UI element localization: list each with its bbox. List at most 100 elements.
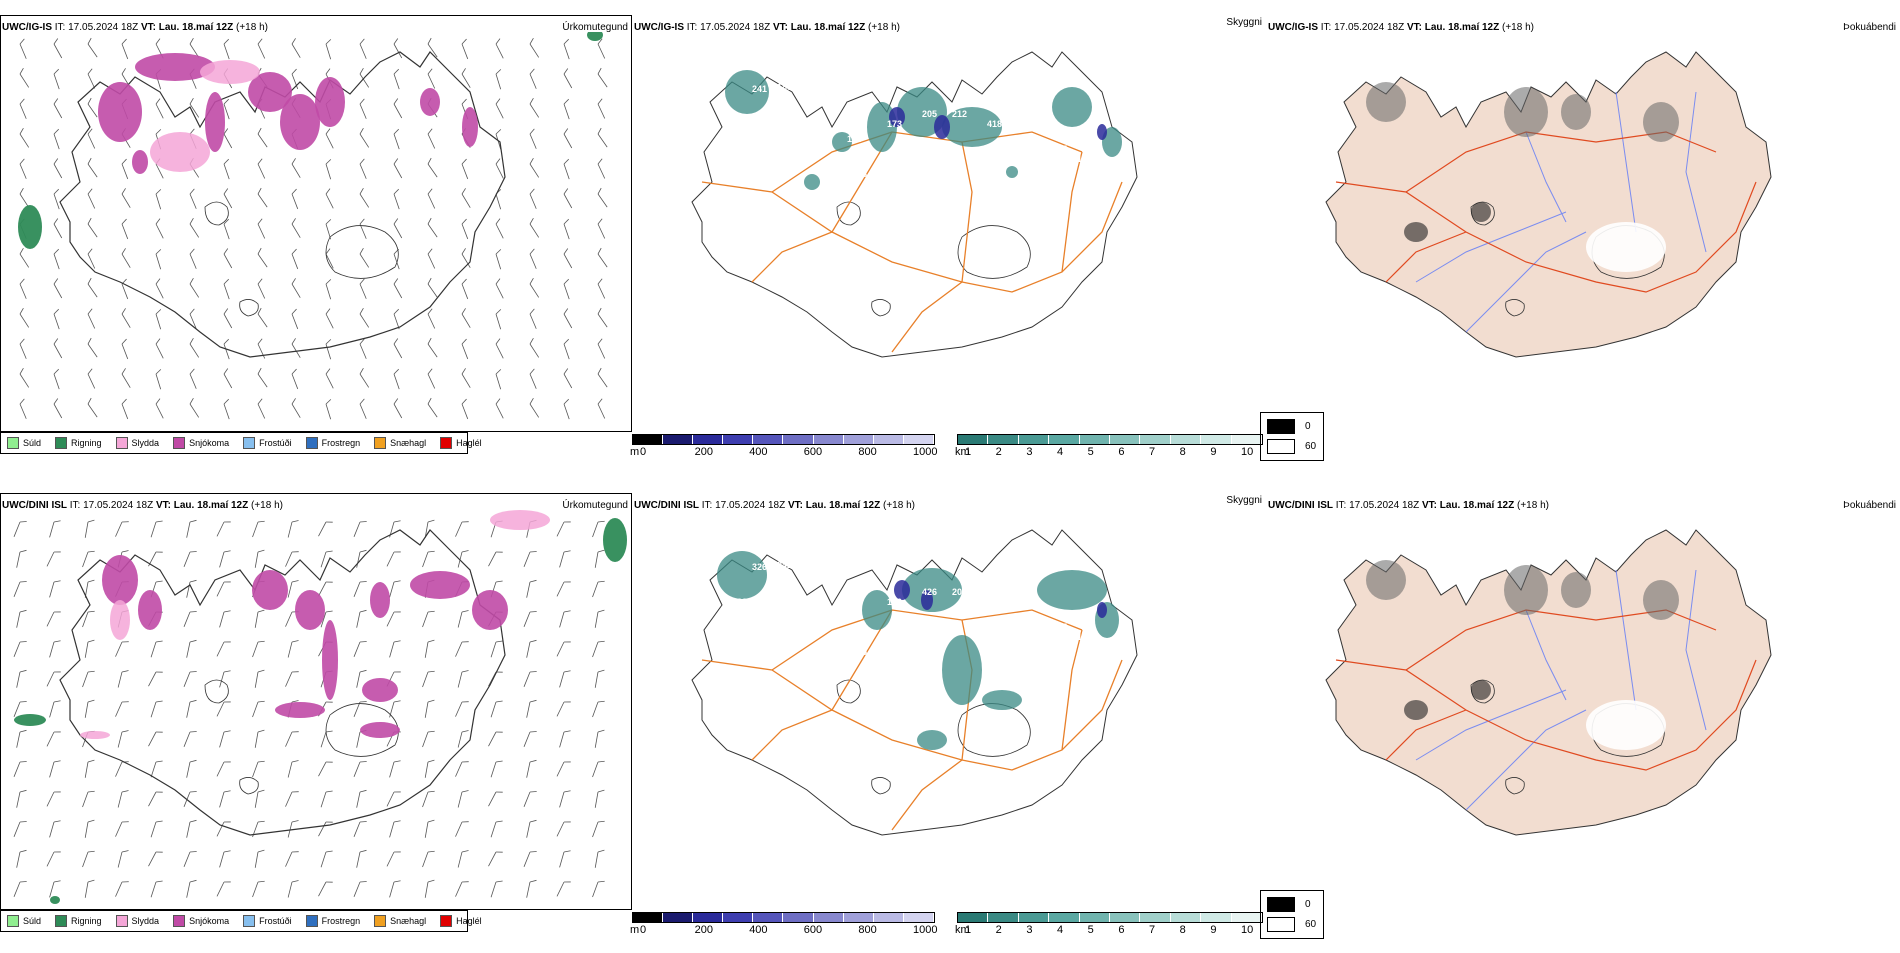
legend-swatch [115,437,128,449]
barb-flag [189,218,194,225]
wind-barb [393,218,403,239]
barb-shaft [183,851,191,867]
barb-flag [461,550,469,553]
wind-barb [53,98,63,119]
barb-flag [87,639,95,643]
barb-shaft [422,551,429,568]
elevation-label: 242 [777,560,792,570]
barb-shaft [422,791,429,808]
fog-panel: UWC/IG-IS IT: 17.05.2024 18Z VT: Lau. 18… [1266,0,1900,475]
vt-value: Lau. 18.maí 12Z [1424,22,1500,33]
barb-shaft [563,193,573,209]
barb-flag [189,759,197,763]
wind-barb [257,278,266,299]
legend-item: Snjókoma [173,915,229,927]
barb-shaft [148,731,157,747]
barb-shaft [285,671,293,687]
barb-flag [53,98,59,105]
barb-shaft [359,223,367,239]
wind-barb [393,278,403,299]
barb-flag [563,730,571,733]
vt-label: VT: [772,22,788,33]
fog-legend-row: 0 [1267,897,1311,912]
barb-flag [189,38,194,45]
barb-flag [495,640,503,643]
wind-barb [359,98,367,119]
wind-barb [393,38,403,59]
legend-swatch [55,915,68,927]
barb-flag [597,760,605,763]
wind-barb [393,368,400,390]
wind-barb [155,278,164,299]
barb-shaft [353,641,361,657]
scale-swatch [1049,435,1080,444]
barb-flag [427,790,435,793]
barb-flag [427,248,433,255]
barb-flag [427,519,435,523]
barb-shaft [393,373,400,390]
barb-shaft [495,193,502,210]
legend-label: Súld [23,438,42,448]
legend-label: Haglél [456,916,482,926]
barb-shaft [529,43,540,58]
barb-flag [19,128,24,135]
barb-flag [495,249,502,255]
barb-flag [461,338,467,345]
wind-barb [49,760,61,778]
barb-shaft [356,551,361,568]
snow-cell [275,702,325,718]
barb-flag [427,368,433,375]
barb-shaft [359,373,370,388]
barb-shaft [422,671,429,688]
snow-cell [280,94,320,150]
wind-barb [389,880,401,898]
barb-shaft [594,611,599,628]
barb-shaft [495,313,502,330]
wind-barb [457,850,469,868]
wind-barb [46,731,61,747]
it-value: 17.05.2024 18Z [83,500,154,511]
barb-shaft [488,551,497,567]
barb-shaft [223,253,233,269]
fog-legend-row: 60 [1267,917,1316,932]
wind-barb [461,308,471,328]
barb-flag [291,671,299,673]
wind-barb [353,521,367,537]
wind-barb [155,309,162,330]
legend-item: Snæhagl [374,437,426,449]
barb-shaft [216,581,225,597]
wind-barb [559,550,571,568]
barb-shaft [223,283,230,300]
it-label: IT: [686,22,698,33]
barb-shaft [457,851,463,868]
wind-barb [254,549,265,568]
fog-title: Þokuábendi [1843,22,1896,33]
barb-shaft [257,313,268,328]
scale-tick-label: 3 [1026,446,1033,458]
it-value: 17.05.2024 18Z [68,22,139,33]
fog-clear [1586,700,1666,750]
wind-barb [186,759,197,778]
scale-tick-label: 200 [694,924,713,936]
barb-flag [359,549,367,553]
barb-shaft [223,223,230,240]
visibility-title: Skyggni [1226,17,1262,28]
barb-shaft [556,521,565,537]
rain-cell [14,714,46,726]
wind-barb [461,368,471,388]
wind-barb [556,521,571,537]
wind-barb [594,669,605,688]
barb-flag [325,550,333,553]
barb-shaft [563,283,570,300]
barb-flag [223,761,231,763]
barb-flag [189,731,197,733]
barb-flag [19,669,27,673]
wind-barb [121,38,129,60]
barb-shaft [252,881,259,898]
barb-flag [461,761,469,763]
wind-barb [84,579,95,598]
elevation-label: 241 [752,84,767,94]
wind-barb [189,38,200,58]
wind-barb [529,248,537,269]
barb-shaft [597,133,608,148]
